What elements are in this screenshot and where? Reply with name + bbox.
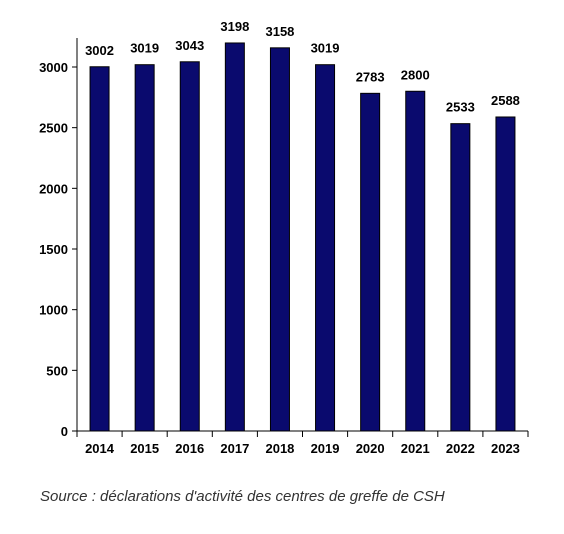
bar-2017 bbox=[224, 42, 245, 432]
bar-2020 bbox=[360, 92, 381, 432]
x-tick-label-2014: 2014 bbox=[85, 441, 115, 456]
data-label-2021: 2800 bbox=[401, 67, 430, 82]
data-label-2016: 3043 bbox=[175, 38, 204, 53]
bar-2014 bbox=[89, 66, 110, 432]
x-tick-label-2022: 2022 bbox=[446, 441, 475, 456]
y-tick-label-2000: 2000 bbox=[39, 181, 68, 196]
x-tick-label-2015: 2015 bbox=[130, 441, 159, 456]
data-label-2022: 2533 bbox=[446, 100, 475, 115]
x-tick-label-2018: 2018 bbox=[265, 441, 294, 456]
y-tick-label-3000: 3000 bbox=[39, 60, 68, 75]
x-tick-label-2017: 2017 bbox=[220, 441, 249, 456]
data-label-2018: 3158 bbox=[265, 24, 294, 39]
bar-chart: 0 500 1000 1500 2000 2500 3000 3002 2014 3019 2015… bbox=[39, 19, 529, 456]
source-note: Source : déclarations d'activité des cen… bbox=[40, 488, 445, 505]
bar-2022 bbox=[450, 123, 471, 432]
bar-2016 bbox=[179, 61, 200, 432]
bar-2021 bbox=[405, 90, 426, 432]
x-tick-label-2023: 2023 bbox=[491, 441, 520, 456]
data-label-2019: 3019 bbox=[311, 41, 340, 56]
bar-2018 bbox=[269, 47, 290, 432]
x-tick-label-2020: 2020 bbox=[356, 441, 385, 456]
data-label-2017: 3198 bbox=[220, 19, 249, 34]
y-tick-label-0: 0 bbox=[61, 424, 68, 439]
x-tick-label-2016: 2016 bbox=[175, 441, 204, 456]
bar-2015 bbox=[134, 64, 155, 432]
x-tick-label-2019: 2019 bbox=[311, 441, 340, 456]
data-label-2015: 3019 bbox=[130, 41, 159, 56]
bar-2019 bbox=[315, 64, 336, 432]
data-label-2023: 2588 bbox=[491, 93, 520, 108]
x-tick-label-2021: 2021 bbox=[401, 441, 430, 456]
data-label-2020: 2783 bbox=[356, 69, 385, 84]
y-tick-label-2500: 2500 bbox=[39, 121, 68, 136]
data-label-2014: 3002 bbox=[85, 43, 114, 58]
y-tick-label-1000: 1000 bbox=[39, 303, 68, 318]
y-tick-label-500: 500 bbox=[46, 363, 68, 378]
bar-2023 bbox=[495, 116, 516, 432]
y-tick-label-1500: 1500 bbox=[39, 242, 68, 257]
